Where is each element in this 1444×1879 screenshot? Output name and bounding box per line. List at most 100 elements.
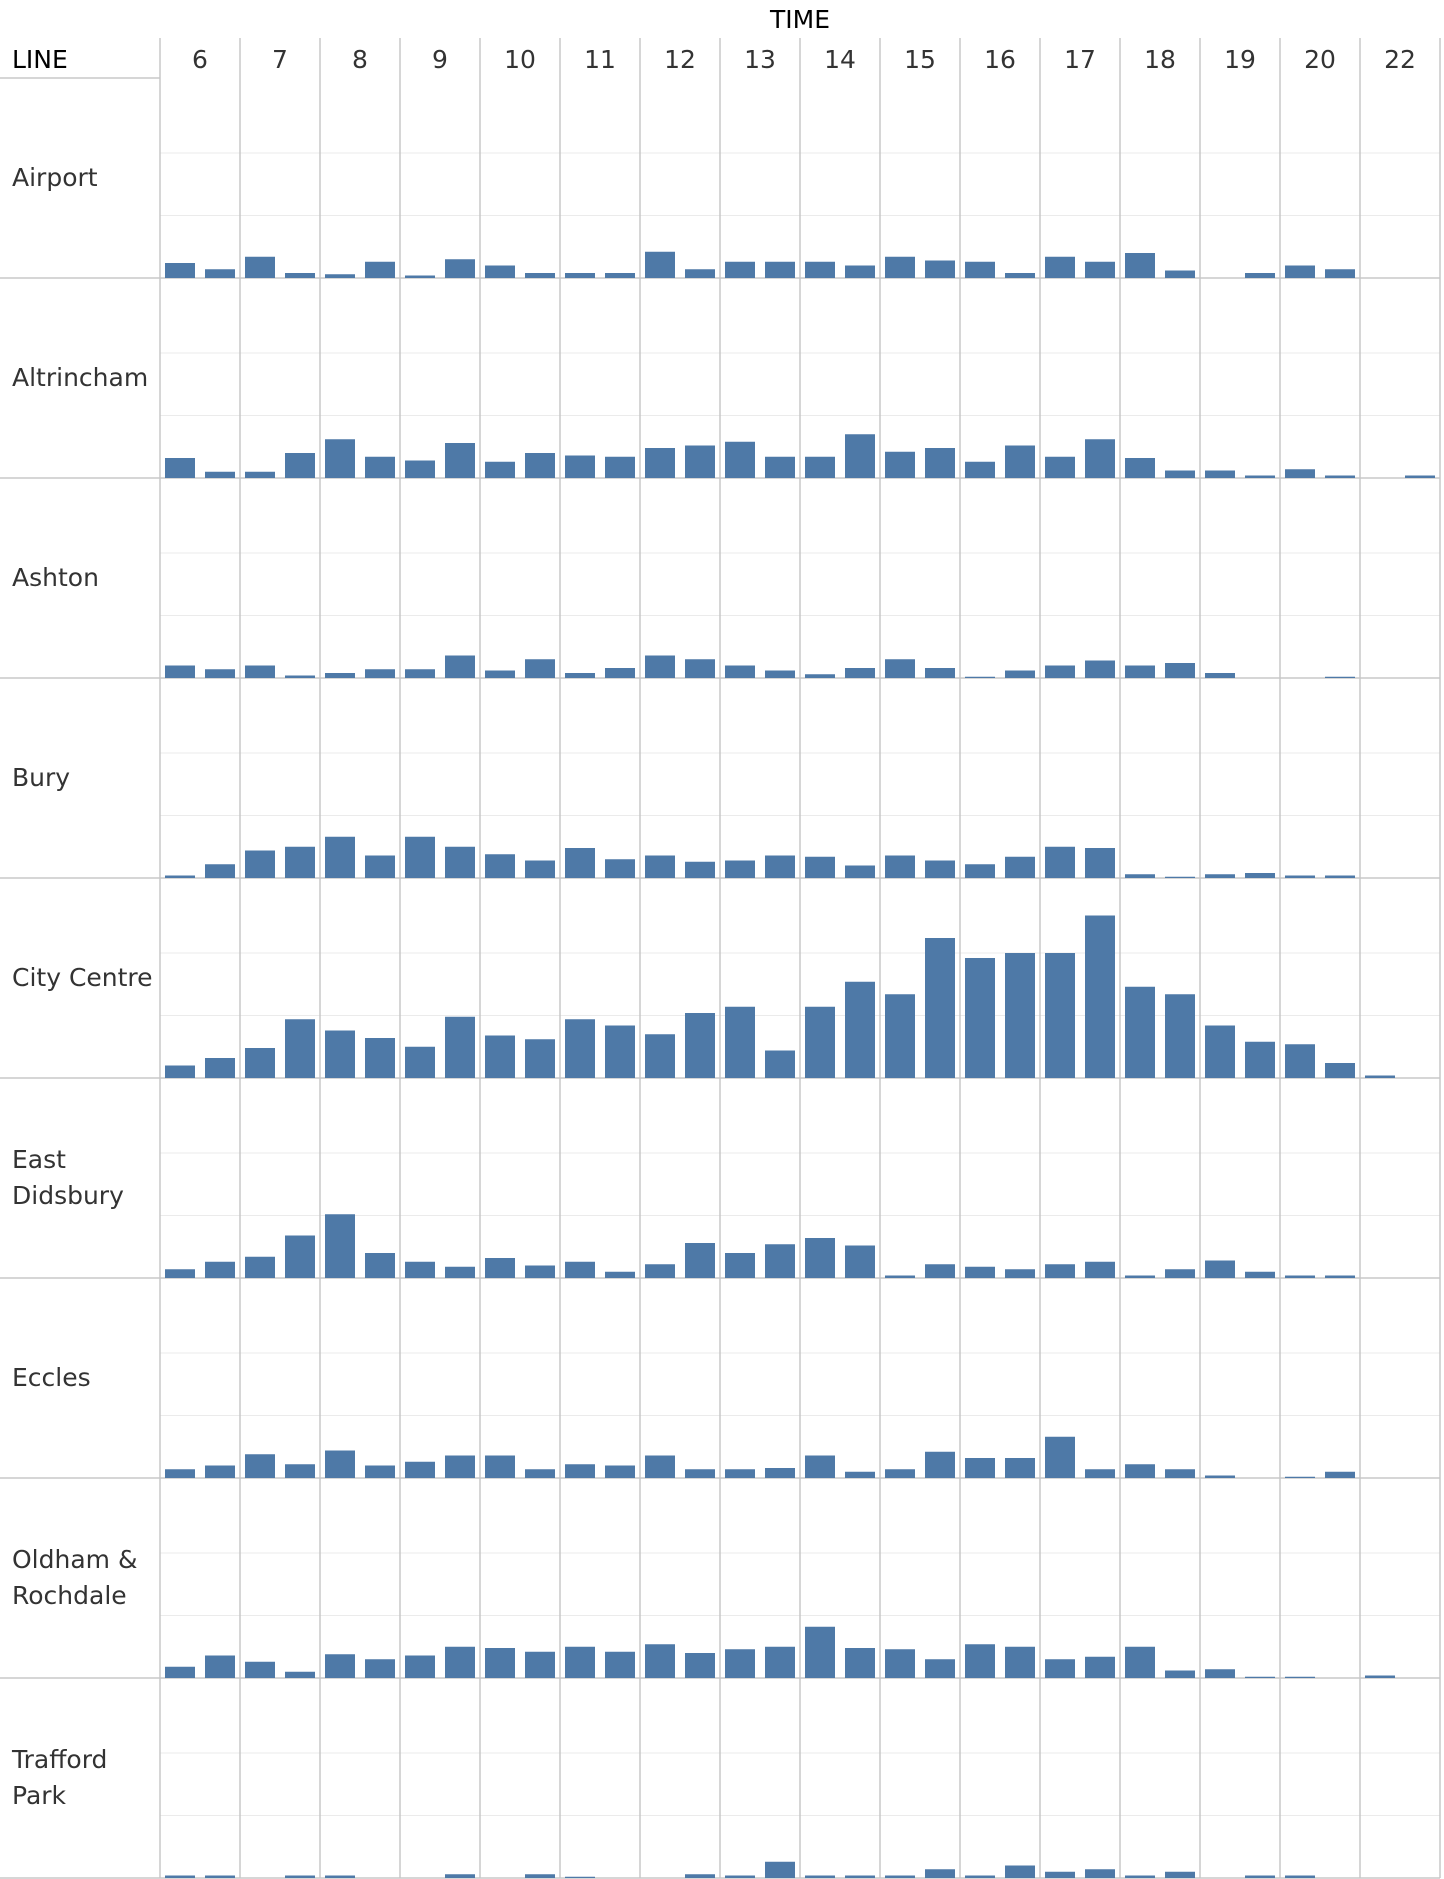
hour-tick-label: 15 (904, 45, 936, 74)
bar (1285, 1476, 1315, 1478)
bar (1165, 470, 1195, 478)
bar (1245, 1676, 1275, 1678)
bar (1405, 475, 1435, 478)
bar (325, 439, 355, 478)
bar (565, 1261, 595, 1278)
bar (1325, 1275, 1355, 1278)
bar (805, 1238, 835, 1278)
bar (325, 274, 355, 278)
bar (365, 855, 395, 878)
bar (445, 655, 475, 678)
bar (245, 1454, 275, 1478)
bar (965, 261, 995, 278)
bar (1005, 1865, 1035, 1878)
bar (765, 670, 795, 678)
bar (925, 938, 955, 1078)
bar (685, 1469, 715, 1478)
bar (1205, 470, 1235, 478)
bar (1125, 874, 1155, 878)
hour-tick-label: 18 (1144, 45, 1176, 74)
bar (1325, 269, 1355, 278)
bar (805, 856, 835, 878)
bar (205, 269, 235, 278)
bar (405, 275, 435, 278)
bar (845, 1875, 875, 1878)
bar (605, 668, 635, 678)
bar (1085, 1869, 1115, 1878)
row-label: Airport (12, 163, 98, 192)
bar (325, 1214, 355, 1278)
bar (1205, 1260, 1235, 1278)
bar (165, 665, 195, 678)
bar (165, 263, 195, 278)
bar (445, 1874, 475, 1878)
row-header-title: LINE (12, 45, 68, 74)
bar (285, 675, 315, 678)
bar (845, 1245, 875, 1278)
bar (205, 1465, 235, 1478)
bar (445, 259, 475, 278)
bar (365, 669, 395, 678)
bar (445, 846, 475, 878)
bar (965, 864, 995, 878)
bar (845, 668, 875, 678)
bar (1165, 876, 1195, 878)
bar (405, 460, 435, 478)
hour-tick-label: 13 (744, 45, 776, 74)
bar (485, 1258, 515, 1278)
bar (205, 864, 235, 878)
bar (885, 659, 915, 678)
hour-tick-label: 14 (824, 45, 856, 74)
bar (1125, 1875, 1155, 1878)
bar (245, 665, 275, 678)
bar (1085, 1656, 1115, 1678)
grid (0, 38, 1441, 1879)
bar (1005, 953, 1035, 1078)
bar (725, 441, 755, 478)
bar (525, 1469, 555, 1478)
header: TIME LINE (12, 5, 830, 74)
bar (485, 461, 515, 478)
bar (1125, 1464, 1155, 1478)
bar (1205, 1025, 1235, 1078)
bar (925, 448, 955, 478)
bar (925, 1264, 955, 1278)
row-label: Altrincham (12, 363, 148, 392)
bar (525, 453, 555, 478)
bar (1045, 846, 1075, 878)
bar (325, 673, 355, 678)
bar (525, 273, 555, 278)
bar (1325, 875, 1355, 878)
bar (685, 445, 715, 478)
bars (165, 251, 1435, 1878)
bar (765, 1646, 795, 1678)
bar (765, 1050, 795, 1078)
bar (725, 1469, 755, 1478)
bar (1085, 439, 1115, 478)
bar (205, 1058, 235, 1078)
bar (765, 456, 795, 478)
bar (205, 669, 235, 678)
bar (1085, 848, 1115, 878)
bar (485, 1035, 515, 1078)
bar (685, 269, 715, 278)
bar (1245, 273, 1275, 278)
bar (1325, 475, 1355, 478)
bar (1165, 1469, 1195, 1478)
bar (205, 1655, 235, 1678)
bar (325, 1654, 355, 1678)
bar (925, 1869, 955, 1878)
bar (1125, 253, 1155, 278)
bar (445, 1266, 475, 1278)
bar (1285, 469, 1315, 478)
bar (565, 848, 595, 878)
bar (1325, 1471, 1355, 1478)
bar (845, 434, 875, 478)
bar (645, 1264, 675, 1278)
bar (685, 1653, 715, 1678)
bar (205, 1875, 235, 1878)
bar (205, 1261, 235, 1278)
bar (165, 1469, 195, 1478)
bar (485, 1455, 515, 1478)
bar (725, 665, 755, 678)
